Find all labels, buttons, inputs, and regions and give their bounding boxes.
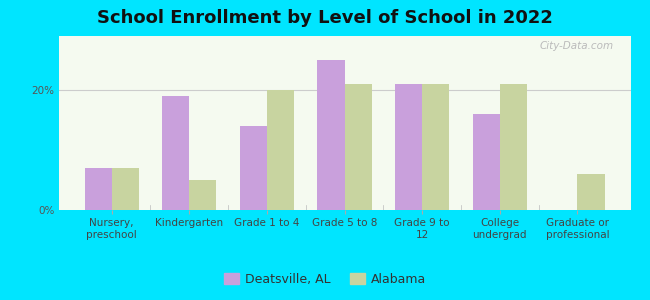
Bar [189,180,216,210]
Bar [473,114,500,210]
Legend: Deatsville, AL, Alabama: Deatsville, AL, Alabama [219,268,431,291]
Bar [240,126,267,210]
Bar [500,84,527,210]
Text: City-Data.com: City-Data.com [540,41,614,51]
Bar [112,168,139,210]
Bar [577,174,605,210]
Bar [267,90,294,210]
Bar [344,84,372,210]
Bar [317,60,344,210]
Text: School Enrollment by Level of School in 2022: School Enrollment by Level of School in … [97,9,553,27]
Bar [84,168,112,210]
Bar [422,84,449,210]
Bar [162,96,189,210]
Bar [395,84,422,210]
